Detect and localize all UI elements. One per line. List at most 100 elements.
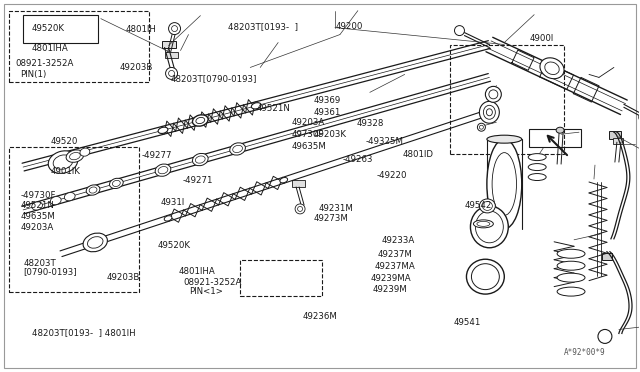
Text: 49203B: 49203B (106, 273, 140, 282)
Text: 49361: 49361 (314, 108, 341, 117)
Bar (529, 129, 581, 147)
Circle shape (166, 67, 177, 79)
Text: 48203T[0790-0193]: 48203T[0790-0193] (170, 74, 257, 83)
Text: 49520: 49520 (51, 137, 78, 146)
Ellipse shape (470, 206, 508, 248)
Ellipse shape (479, 199, 495, 213)
Ellipse shape (487, 139, 522, 229)
Text: 49369: 49369 (314, 96, 341, 105)
Ellipse shape (528, 154, 546, 161)
Text: PIN<1>: PIN<1> (189, 288, 223, 296)
Ellipse shape (557, 261, 585, 270)
Ellipse shape (252, 103, 261, 109)
Text: 49520K: 49520K (158, 241, 191, 250)
Ellipse shape (556, 127, 564, 133)
Ellipse shape (195, 156, 205, 163)
Text: 08921-3252A: 08921-3252A (184, 278, 242, 287)
Text: 49203A: 49203A (291, 119, 324, 128)
Ellipse shape (89, 187, 97, 193)
Text: 48203T[0193-  ]: 48203T[0193- ] (228, 22, 298, 31)
Ellipse shape (158, 167, 168, 174)
Circle shape (454, 26, 465, 36)
Bar (240, 260, 322, 296)
Text: 49541: 49541 (454, 318, 481, 327)
Ellipse shape (113, 180, 120, 186)
Ellipse shape (540, 58, 564, 79)
Text: 49239M: 49239M (372, 285, 407, 294)
Ellipse shape (479, 101, 499, 123)
Bar (602, 253, 612, 260)
Ellipse shape (66, 150, 84, 162)
Ellipse shape (528, 174, 546, 180)
Text: -49263: -49263 (343, 155, 374, 164)
Text: -49325M: -49325M (366, 137, 404, 146)
Bar (9, 11, 148, 82)
Ellipse shape (489, 90, 498, 99)
Ellipse shape (158, 127, 168, 134)
Text: 49635M: 49635M (291, 142, 326, 151)
Bar (9, 147, 139, 292)
Text: 49203B: 49203B (119, 63, 152, 72)
Ellipse shape (557, 273, 585, 282)
Ellipse shape (483, 202, 492, 211)
Ellipse shape (479, 125, 483, 129)
Circle shape (172, 26, 177, 32)
Ellipse shape (476, 211, 503, 243)
Text: 49237M: 49237M (378, 250, 412, 259)
Text: 4901lK: 4901lK (51, 167, 81, 176)
Bar (449, 45, 564, 154)
Ellipse shape (487, 135, 522, 143)
Text: 4801lD: 4801lD (403, 150, 434, 158)
Text: -49277: -49277 (141, 151, 172, 160)
Ellipse shape (233, 145, 243, 153)
Text: 49237MA: 49237MA (374, 262, 415, 271)
Text: -49220: -49220 (376, 171, 406, 180)
Text: 49203K: 49203K (314, 130, 347, 140)
Ellipse shape (472, 264, 499, 290)
Text: 4801lHA: 4801lHA (32, 44, 68, 53)
Ellipse shape (88, 237, 103, 248)
Ellipse shape (557, 249, 585, 258)
Text: -49730F: -49730F (20, 191, 56, 200)
Ellipse shape (230, 143, 245, 155)
Text: 48203T: 48203T (24, 259, 56, 267)
Text: PIN(1): PIN(1) (20, 70, 47, 79)
Ellipse shape (477, 221, 490, 226)
Bar (164, 51, 177, 58)
Ellipse shape (477, 123, 485, 131)
Ellipse shape (193, 153, 208, 166)
Bar (161, 41, 175, 48)
Text: 49231M: 49231M (319, 204, 353, 213)
Text: 4801lHA: 4801lHA (179, 267, 215, 276)
Text: 49236M: 49236M (302, 312, 337, 321)
Text: 49635M: 49635M (20, 212, 55, 221)
Text: 49542: 49542 (464, 201, 492, 210)
Circle shape (168, 23, 180, 35)
Ellipse shape (109, 178, 124, 189)
Text: -49271: -49271 (183, 176, 213, 185)
Text: 4801lH: 4801lH (125, 25, 156, 34)
Text: 49730F: 49730F (291, 130, 324, 140)
Ellipse shape (53, 155, 73, 169)
Bar (292, 180, 305, 187)
Ellipse shape (83, 233, 108, 252)
Circle shape (598, 330, 612, 343)
Ellipse shape (486, 109, 492, 116)
Ellipse shape (70, 153, 80, 160)
Ellipse shape (492, 153, 516, 215)
Text: A*92*00*9: A*92*00*9 (564, 348, 605, 357)
Ellipse shape (164, 216, 172, 221)
Text: 49521N: 49521N (20, 201, 54, 210)
Ellipse shape (467, 259, 504, 294)
Ellipse shape (86, 185, 100, 195)
Ellipse shape (280, 177, 287, 183)
Circle shape (639, 112, 640, 122)
Text: 08921-3252A: 08921-3252A (15, 59, 74, 68)
Text: 49328: 49328 (357, 119, 385, 128)
Text: [0790-0193]: [0790-0193] (24, 267, 77, 276)
Ellipse shape (48, 151, 77, 173)
Bar (613, 138, 623, 144)
Ellipse shape (32, 202, 42, 210)
Bar (23, 15, 98, 42)
Ellipse shape (485, 86, 501, 102)
